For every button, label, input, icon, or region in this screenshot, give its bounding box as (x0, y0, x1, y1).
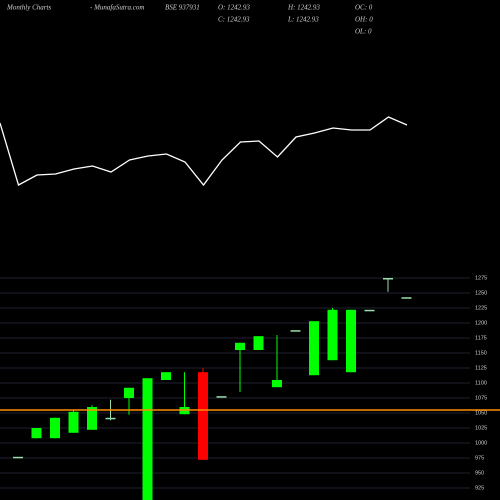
y-tick-label: 975 (475, 455, 484, 461)
y-tick-label: 1025 (475, 425, 487, 431)
y-tick-label: 1050 (475, 410, 487, 416)
candle-body (31, 428, 42, 439)
y-tick-label: 1175 (475, 335, 487, 341)
candle-body (198, 372, 208, 460)
y-tick-label: 1100 (475, 380, 487, 386)
header-site: - MunafaSutra.com (90, 4, 144, 12)
y-tick-label: 1000 (475, 440, 487, 446)
y-tick-label: 1150 (475, 350, 487, 356)
y-tick-label: 1075 (475, 395, 487, 401)
candle-body (253, 336, 264, 350)
candle-body (124, 387, 134, 398)
candle-body (87, 407, 97, 430)
y-tick-label: 1200 (475, 320, 487, 326)
candle-body (364, 309, 375, 312)
header-symbol: BSE 937931 (165, 4, 200, 12)
candle-body (327, 309, 338, 361)
header-title: Monthly Charts (6, 4, 51, 12)
candle-body (401, 297, 412, 299)
header-oc: OC: 0 (355, 4, 373, 12)
header-open: O: 1242.93 (218, 4, 250, 12)
header-ol: OL: 0 (355, 28, 372, 36)
candle-body (309, 321, 319, 376)
header-low: L: 1242.93 (287, 16, 319, 24)
header-high: H: 1242.93 (287, 4, 320, 12)
y-tick-label: 1225 (475, 305, 487, 311)
y-tick-label: 1250 (475, 290, 487, 296)
header-close: C: 1242.93 (218, 16, 250, 24)
candle-body (216, 396, 227, 398)
y-tick-label: 925 (475, 485, 484, 491)
candle-body (161, 372, 171, 380)
candle-body (346, 309, 356, 373)
header-oh: OH: 0 (355, 16, 373, 24)
candle-area (0, 277, 470, 500)
y-tick-label: 950 (475, 470, 484, 476)
price-line (0, 116, 408, 187)
candle-body (50, 417, 60, 439)
candle-body (272, 380, 282, 388)
y-tick-label: 1275 (475, 275, 487, 281)
candle-body (235, 342, 245, 350)
y-tick-label: 1125 (475, 365, 487, 371)
candle-body (105, 417, 116, 420)
candle-body (290, 330, 301, 332)
candle-body (13, 456, 23, 459)
candle-body (142, 378, 153, 500)
candle-body (383, 278, 393, 280)
candle-body (68, 411, 79, 433)
